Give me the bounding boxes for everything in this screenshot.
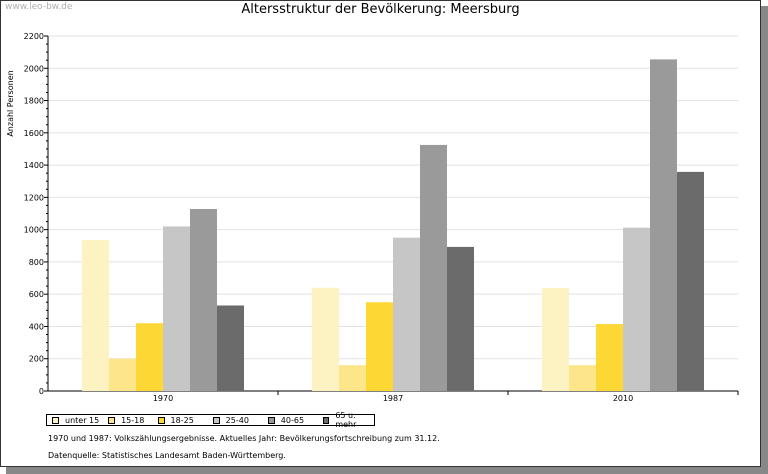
bar bbox=[82, 240, 109, 391]
note-source: Datenquelle: Statistisches Landesamt Bad… bbox=[48, 451, 286, 460]
legend-swatch bbox=[157, 416, 165, 424]
x-tick-label: 1987 bbox=[383, 394, 403, 403]
bar bbox=[447, 246, 474, 391]
legend-item: 18-25 bbox=[157, 415, 208, 425]
chart-title: Altersstruktur der Bevölkerung: Meersbur… bbox=[241, 2, 520, 17]
bar bbox=[136, 323, 163, 391]
y-tick-label: 600 bbox=[29, 290, 44, 299]
bar bbox=[677, 171, 704, 391]
bar bbox=[542, 288, 569, 391]
frame-shadow-bottom bbox=[6, 467, 768, 474]
legend-item: 40-65 bbox=[267, 415, 318, 425]
bar bbox=[366, 302, 393, 391]
legend-label: 25-40 bbox=[225, 415, 249, 425]
x-tick-label: 1970 bbox=[153, 394, 173, 403]
y-tick-label: 1200 bbox=[24, 193, 44, 202]
bar bbox=[393, 237, 420, 391]
legend-swatch bbox=[212, 416, 220, 424]
bar bbox=[163, 226, 190, 391]
watermark: www.leo-bw.de bbox=[5, 2, 73, 12]
legend-label: 15-18 bbox=[121, 415, 145, 425]
bar bbox=[596, 324, 623, 391]
note-census: 1970 und 1987: Volkszählungsergebnisse. … bbox=[48, 434, 440, 443]
legend-swatch bbox=[108, 416, 116, 424]
legend-swatch bbox=[52, 416, 59, 424]
y-axis-label: Anzahl Personen bbox=[6, 70, 15, 136]
legend-swatch bbox=[267, 416, 275, 424]
legend-swatch bbox=[322, 416, 330, 424]
legend-item: unter 15 bbox=[52, 416, 103, 425]
bar bbox=[312, 287, 339, 391]
legend-label: 18-25 bbox=[170, 415, 194, 425]
y-tick-label: 800 bbox=[29, 258, 44, 267]
bar bbox=[339, 365, 366, 391]
bar bbox=[623, 227, 650, 391]
y-tick-label: 2000 bbox=[24, 64, 44, 73]
y-tick-label: 1000 bbox=[24, 226, 44, 235]
bar bbox=[420, 144, 447, 391]
legend-item: 65 u. mehr bbox=[322, 411, 374, 429]
legend-label: 65 u. mehr bbox=[335, 411, 357, 429]
legend: unter 15 15-18 18-25 25-40 40-65 65 u. m… bbox=[46, 411, 375, 429]
bar bbox=[217, 305, 244, 391]
y-tick-label: 1800 bbox=[24, 97, 44, 106]
frame-shadow-right bbox=[761, 6, 768, 474]
y-tick-label: 400 bbox=[29, 322, 44, 331]
bar bbox=[109, 358, 136, 391]
legend-label: 40-65 bbox=[280, 415, 305, 425]
legend-item: 25-40 bbox=[212, 415, 263, 425]
bar bbox=[650, 59, 677, 391]
legend-label: unter 15 bbox=[65, 415, 100, 425]
x-tick-label: 2010 bbox=[613, 394, 633, 403]
bar-chart: 0 200 400 600 800 1000 1200 1400 1600 1800 2000 220… bbox=[6, 32, 739, 403]
bar bbox=[190, 208, 217, 391]
y-tick-label: 0 bbox=[39, 387, 44, 396]
y-tick-label: 1600 bbox=[24, 129, 44, 138]
y-tick-label: 1400 bbox=[24, 161, 44, 170]
legend-item: 15-18 bbox=[108, 416, 152, 425]
y-tick-label: 200 bbox=[29, 355, 44, 364]
bar bbox=[569, 365, 596, 391]
y-tick-label: 2200 bbox=[24, 32, 44, 41]
